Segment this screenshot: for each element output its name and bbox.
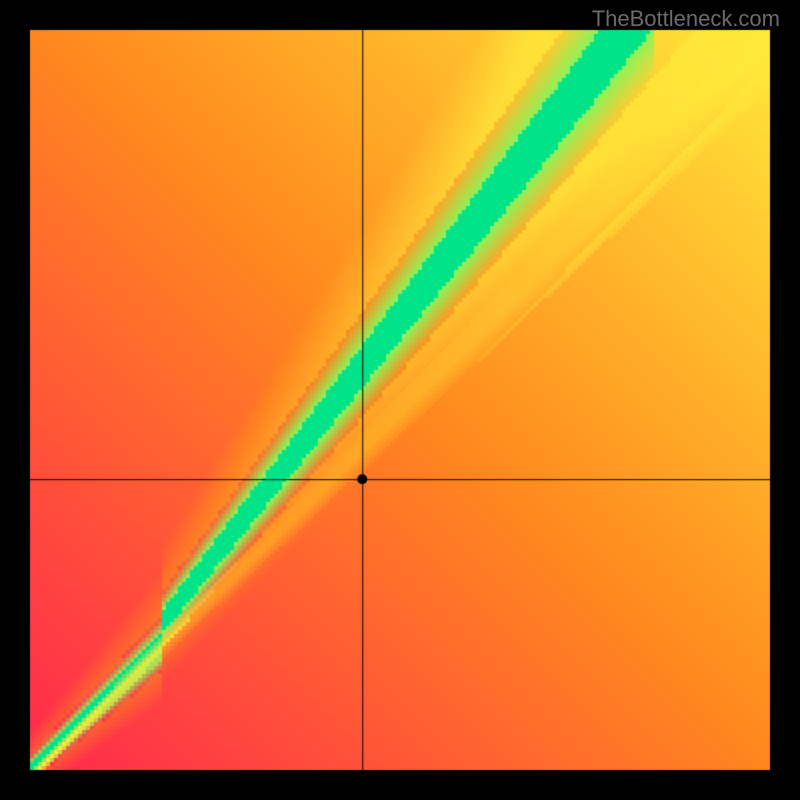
chart-container: TheBottleneck.com	[0, 0, 800, 800]
watermark-text: TheBottleneck.com	[592, 6, 780, 32]
heatmap-canvas	[0, 0, 800, 800]
